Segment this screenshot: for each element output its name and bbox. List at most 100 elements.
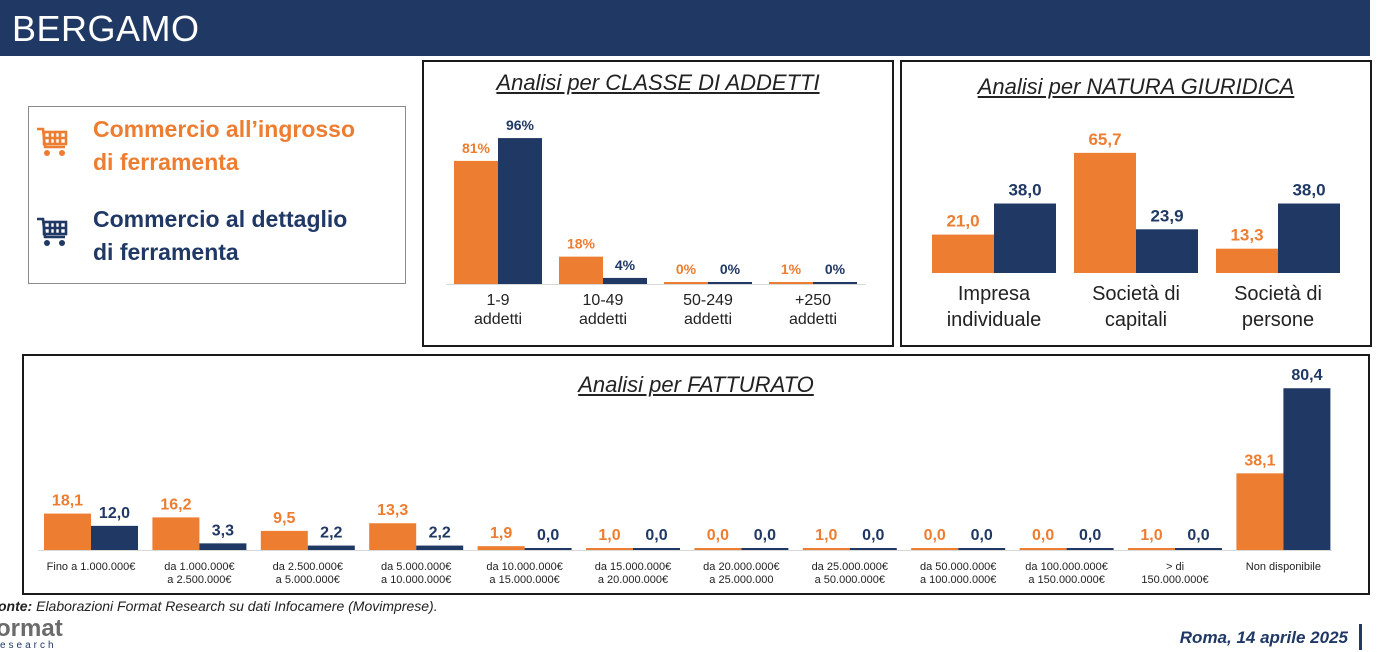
category-label-line: a 25.000.000	[709, 574, 773, 586]
bar-fatturato-s0-2	[260, 530, 308, 550]
category-label-line: da 15.000.000€	[595, 561, 671, 573]
legend-label-ingrosso-line2: di ferramenta	[93, 149, 239, 175]
value-label-addetti-s1-1: 4%	[615, 257, 636, 273]
bar-addetti-s0-2	[664, 282, 708, 284]
value-label-addetti-s0-2: 0%	[676, 261, 697, 277]
category-label-line: addetti	[684, 311, 732, 328]
value-label-fatturato-s1-0: 12,0	[99, 505, 130, 522]
bar-addetti-s1-3	[813, 282, 857, 284]
value-label-fatturato-s1-9: 0,0	[1079, 527, 1101, 544]
value-label-addetti-s1-2: 0%	[720, 261, 741, 277]
value-label-fatturato-s0-8: 0,0	[924, 527, 946, 544]
category-label-line: Società di	[1234, 283, 1322, 305]
value-label-fatturato-s0-9: 0,0	[1032, 527, 1054, 544]
page-title: BERGAMO	[12, 8, 200, 49]
cart-icon	[37, 217, 68, 246]
value-label-fatturato-s1-10: 0,0	[1187, 527, 1209, 544]
value-label-fatturato-s1-11: 80,4	[1291, 367, 1322, 384]
category-label-line: Società di	[1092, 283, 1180, 305]
bar-fatturato-s0-0	[44, 513, 91, 550]
bar-fatturato-s1-1	[199, 543, 247, 550]
bar-fatturato-s0-1	[152, 517, 200, 550]
bar-natura-s1-0	[994, 203, 1056, 273]
category-label-line: da 1.000.000€	[164, 561, 234, 573]
value-label-fatturato-s1-6: 0,0	[754, 527, 776, 544]
category-label-line: 150.000.000€	[1141, 574, 1208, 586]
value-label-natura-s1-0: 38,0	[1008, 181, 1041, 200]
bar-addetti-s1-2	[708, 282, 752, 284]
value-label-fatturato-s0-11: 38,1	[1244, 452, 1275, 469]
bar-fatturato-s0-7	[802, 547, 850, 550]
category-label-line: 10-49	[583, 292, 624, 309]
source-text: Elaborazioni Format Research su dati Inf…	[32, 598, 438, 614]
bar-fatturato-s1-5	[633, 548, 680, 550]
panel-title-addetti: Analisi per CLASSE DI ADDETTI	[496, 70, 820, 95]
category-label-fatturato-9: da 100.000.000€ a 150.000.000€	[1025, 561, 1108, 586]
logo-format: ormat	[0, 615, 63, 642]
category-label-addetti-1: 10-49 addetti	[579, 292, 627, 328]
chart-fatturato: 18,1 12,0 Fino a 1.000.000€ 16,2 3,3 da 1.000…	[38, 367, 1332, 586]
category-label-line: 50-249	[683, 292, 733, 309]
category-label-line: da 5.000.000€	[381, 561, 451, 573]
category-label-addetti-0: 1-9 addetti	[474, 292, 522, 328]
category-label-line: da 100.000.000€	[1025, 561, 1108, 573]
value-label-fatturato-s0-0: 18,1	[52, 493, 83, 510]
category-label-line: capitali	[1105, 309, 1167, 331]
value-label-addetti-s1-0: 96%	[506, 117, 535, 133]
bar-natura-s0-2	[1216, 248, 1278, 273]
category-label-fatturato-5: da 15.000.000€ a 20.000.000€	[595, 561, 671, 586]
value-label-fatturato-s0-10: 1,0	[1140, 527, 1162, 544]
bar-natura-s0-0	[932, 234, 994, 273]
bar-addetti-s0-1	[559, 256, 603, 284]
value-label-fatturato-s0-3: 13,3	[377, 502, 408, 519]
category-label-line: a 100.000.000€	[920, 574, 996, 586]
legend-label-dettaglio-line2: di ferramenta	[93, 239, 239, 265]
bar-addetti-s0-3	[769, 282, 813, 284]
category-label-line: individuale	[947, 309, 1042, 331]
value-label-natura-s0-0: 21,0	[946, 212, 979, 231]
category-label-line: a 2.500.000€	[167, 574, 231, 586]
category-label-line: persone	[1242, 309, 1314, 331]
bar-fatturato-s1-2	[307, 545, 355, 550]
value-label-fatturato-s0-1: 16,2	[160, 496, 191, 513]
legend-item-ingrosso: Commercio all’ingrosso di ferramenta	[35, 113, 393, 179]
legend-label-ingrosso-line1: Commercio all’ingrosso	[93, 116, 356, 142]
category-label-line: da 10.000.000€	[486, 561, 562, 573]
category-label-fatturato-8: da 50.000.000€ a 100.000.000€	[920, 561, 996, 586]
category-label-line: Impresa	[958, 283, 1031, 305]
category-label-fatturato-11: Non disponibile	[1246, 561, 1321, 573]
source-label: onte:	[0, 598, 33, 614]
category-label-fatturato-1: da 1.000.000€ a 2.500.000€	[164, 561, 234, 586]
bar-natura-s0-1	[1074, 152, 1136, 273]
value-label-addetti-s1-3: 0%	[825, 261, 846, 277]
chart-addetti: 81% 96% 1-9 addetti 18% 4% 10-49 addetti 0% 0% 50-…	[446, 117, 866, 328]
bar-fatturato-s0-5	[586, 547, 633, 550]
bar-fatturato-s0-8	[911, 548, 959, 550]
category-label-fatturato-2: da 2.500.000€ a 5.000.000€	[273, 561, 343, 586]
panel-natura: Analisi per NATURA GIURIDICA 21,0 38,0 Imp…	[900, 60, 1372, 347]
bar-fatturato-s1-4	[524, 548, 572, 550]
legend-label-dettaglio-line1: Commercio al dettaglio	[93, 206, 348, 232]
bar-fatturato-s1-8	[958, 548, 1006, 550]
value-label-fatturato-s0-2: 9,5	[273, 510, 295, 527]
category-label-line: > di	[1166, 561, 1184, 573]
category-label-fatturato-3: da 5.000.000€ a 10.000.000€	[381, 561, 451, 586]
source-note: onte: Elaborazioni Format Research su da…	[0, 598, 438, 614]
value-label-fatturato-s1-3: 2,2	[429, 525, 451, 542]
value-label-fatturato-s0-7: 1,0	[815, 527, 837, 544]
panel-fatturato: Analisi per FATTURATO 18,1 12,0 Fino a 1.0…	[22, 354, 1370, 595]
bar-addetti-s1-1	[603, 277, 647, 284]
bar-addetti-s1-0	[498, 138, 542, 284]
bar-fatturato-s1-3	[416, 545, 464, 550]
category-label-line: addetti	[579, 311, 627, 328]
bar-addetti-s0-0	[454, 160, 498, 284]
footer-date: Roma, 14 aprile 2025	[1179, 628, 1348, 647]
category-label-line: da 20.000.000€	[703, 561, 779, 573]
category-label-addetti-3: +250 addetti	[789, 292, 837, 328]
category-label-line: a 20.000.000€	[598, 574, 668, 586]
category-label-fatturato-7: da 25.000.000€ a 50.000.000€	[812, 561, 888, 586]
value-label-fatturato-s1-8: 0,0	[971, 527, 993, 544]
category-label-natura-1: Società di capitali	[1092, 283, 1180, 331]
category-label-line: a 50.000.000€	[815, 574, 885, 586]
bar-fatturato-s0-4	[477, 546, 525, 550]
